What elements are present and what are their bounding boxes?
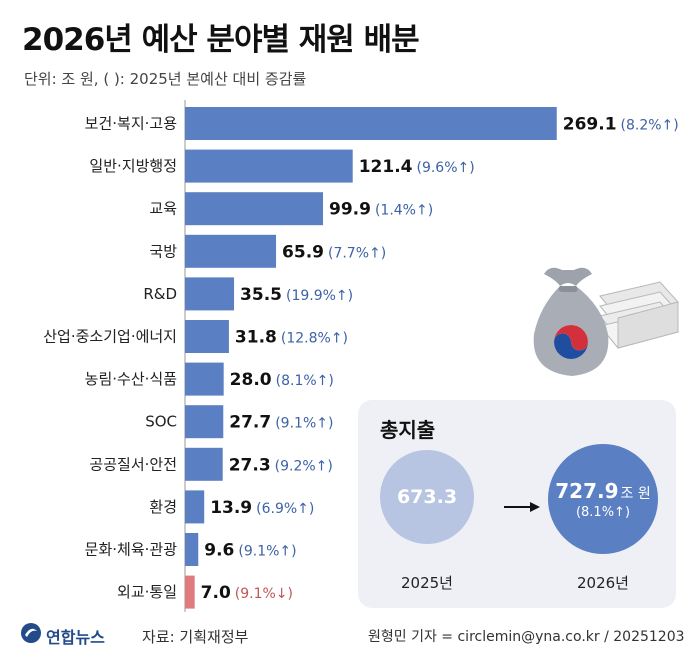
value-label: 121.4 (9.6%↑) [359,157,475,177]
value-label: 27.7 (9.1%↑) [229,413,333,433]
bar [185,234,277,268]
category-label: 공공질서·안전 [89,455,177,473]
change-label: (9.1%↑) [275,416,333,432]
category-label: 문화·체육·관광 [85,541,178,559]
bar-value: 27.3 [229,455,271,475]
value-label: 269.1 (8.2%↑) [563,115,679,135]
value-label: 7.0 (9.1%↓) [201,583,293,603]
category-label: R&D [143,285,177,303]
change-label: (9.1%↑) [238,544,296,560]
value-label: 31.8 (12.8%↑) [235,328,348,348]
change-label: (8.2%↑) [621,118,679,134]
bar-value: 65.9 [282,242,324,262]
bar-value: 121.4 [359,157,413,177]
change-label: (9.6%↑) [416,160,474,176]
bar [185,277,235,311]
value-label: 35.5 (19.9%↑) [240,285,353,305]
value-label: 28.0 (8.1%↑) [230,370,334,390]
value-label: 27.3 (9.2%↑) [229,455,333,475]
bar-value: 13.9 [210,498,252,518]
bar-value: 99.9 [329,200,371,220]
category-label: 농림·수산·식품 [85,370,177,388]
change-label: (19.9%↑) [286,288,353,304]
bar-value: 269.1 [563,115,617,135]
bar-value: 28.0 [230,370,272,390]
category-label: 산업·중소기업·에너지 [43,328,177,346]
category-label: 환경 [149,498,177,516]
category-label: 보건·복지·고용 [85,115,177,133]
change-label: (9.1%↓) [235,586,293,602]
page-title: 2026년 예산 분야별 재원 배분 [22,22,420,58]
value-label: 65.9 (7.7%↑) [282,242,386,262]
total-title: 총지출 [380,418,436,442]
prev-year-label: 2025년 [401,574,453,592]
change-label: (12.8%↑) [281,331,348,347]
new-total-value: 727.9 [555,478,619,503]
value-label: 13.9 (6.9%↑) [210,498,314,518]
change-label: (6.9%↑) [256,501,314,517]
bar [185,490,205,524]
category-label: 외교·통일 [117,583,177,601]
change-label: (7.7%↑) [328,245,386,261]
yonhap-logo-text: 연합뉴스 [46,628,105,647]
new-year-label: 2026년 [577,574,629,592]
new-total-circle: 727.9 조 원 (8.1%↑) [548,444,658,554]
new-total-change: (8.1%↑) [575,504,631,520]
bar [185,192,324,226]
value-label: 99.9 (1.4%↑) [329,200,433,220]
bar-value: 7.0 [201,583,231,603]
prev-total-value: 673.3 [396,486,458,508]
bar [185,362,224,396]
bar [185,405,224,439]
change-label: (9.2%↑) [275,458,333,474]
yonhap-logo-icon [21,623,41,643]
arrow-right-icon [504,502,540,512]
bar [185,575,195,609]
bar [185,447,223,481]
bar-value: 35.5 [240,285,282,305]
bar-chart: 보건·복지·고용 269.1 (8.2%↑) 일반·지방행정 121.4 (9.6%↑) 교… [43,100,679,612]
bar [185,533,199,566]
unit-note: 단위: 조 원, ( ): 2025년 본예산 대비 증감률 [24,70,307,88]
bar [185,149,353,183]
change-label: (1.4%↑) [375,203,433,219]
prev-total-circle: 673.3 [380,450,474,544]
category-label: 일반·지방행정 [89,157,177,175]
value-label: 9.6 (9.1%↑) [204,541,296,561]
bar-value: 31.8 [235,328,277,348]
category-label: 교육 [149,200,177,218]
category-label: SOC [145,413,177,431]
bar-value: 27.7 [229,413,271,433]
bar [185,320,229,353]
credit-line: 원형민 기자 = circlemin@yna.co.kr / 20251203 [368,629,685,645]
new-total-unit: 조 원 [620,485,651,502]
source-note: 자료: 기획재정부 [142,628,249,646]
money-bag-icon [533,267,679,376]
total-expenditure-panel: 총지출 673.3 727.9 조 원 (8.1%↑) 2025년 2026년 [358,400,676,608]
bar-value: 9.6 [204,541,234,561]
change-label: (8.1%↑) [276,373,334,389]
cash-stack-icon [599,281,679,349]
bar [185,107,557,140]
category-label: 국방 [149,242,177,260]
